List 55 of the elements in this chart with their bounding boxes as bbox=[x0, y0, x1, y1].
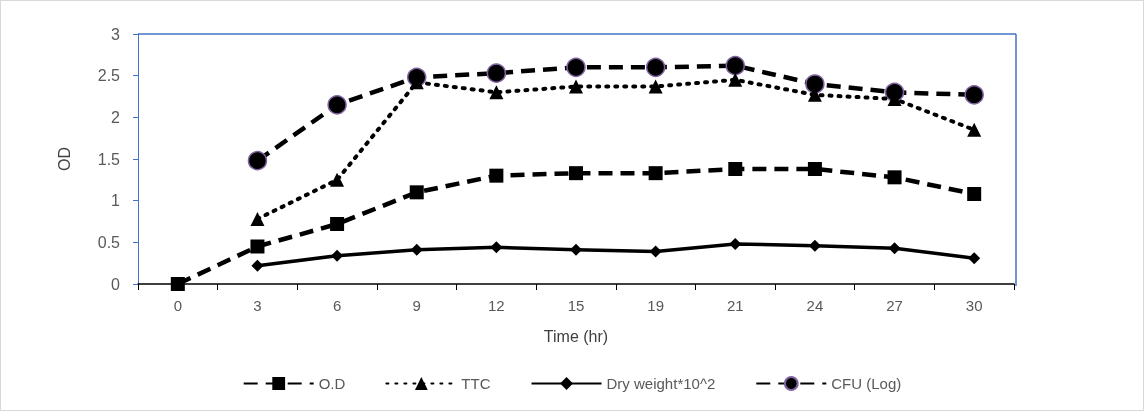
point bbox=[170, 277, 185, 291]
point bbox=[251, 259, 264, 272]
x-tick-label: 19 bbox=[647, 297, 664, 314]
x-tick-label: 30 bbox=[965, 297, 983, 314]
legend-label: Dry weight*10^2 bbox=[606, 375, 716, 392]
point bbox=[728, 72, 743, 87]
point bbox=[566, 57, 586, 78]
point bbox=[569, 79, 583, 94]
y-tick-label: 2.5 bbox=[97, 67, 121, 85]
y-tick-label: 1 bbox=[111, 192, 121, 210]
point bbox=[648, 79, 663, 94]
point bbox=[330, 217, 345, 231]
y-tick-label: 2 bbox=[111, 108, 121, 126]
x-tick-label: 3 bbox=[253, 297, 262, 314]
y-tick-label: 1.5 bbox=[97, 150, 121, 168]
point bbox=[648, 166, 663, 181]
point bbox=[330, 172, 345, 187]
point bbox=[805, 74, 825, 94]
point bbox=[964, 85, 984, 105]
x-tick-label: 21 bbox=[726, 297, 744, 314]
point bbox=[409, 185, 424, 200]
legend-label: O.D bbox=[318, 375, 346, 392]
y-tick-label: 0 bbox=[111, 275, 121, 293]
point bbox=[888, 242, 901, 255]
x-tick-label: 27 bbox=[886, 297, 903, 314]
x-tick-label: 12 bbox=[488, 297, 505, 314]
y-tick-label: 3 bbox=[111, 25, 121, 43]
x-tick-label: 0 bbox=[173, 297, 182, 314]
point bbox=[569, 166, 583, 181]
point bbox=[410, 243, 423, 256]
point bbox=[250, 212, 265, 226]
x-tick-label: 24 bbox=[806, 297, 824, 314]
legend-label: CFU (Log) bbox=[831, 375, 902, 392]
point bbox=[968, 252, 981, 265]
point bbox=[807, 162, 822, 176]
point bbox=[327, 95, 347, 115]
legend-label: TTC bbox=[461, 375, 491, 392]
point bbox=[489, 85, 504, 100]
point bbox=[247, 150, 268, 171]
point bbox=[489, 168, 504, 183]
point bbox=[486, 63, 507, 83]
point bbox=[645, 57, 666, 78]
point bbox=[250, 239, 265, 254]
point bbox=[967, 122, 982, 137]
y-axis-title: OD bbox=[55, 147, 73, 171]
point bbox=[570, 243, 582, 256]
x-axis-title: Time (hr) bbox=[543, 327, 609, 345]
y-tick-label: 0.5 bbox=[97, 233, 121, 251]
point bbox=[887, 170, 902, 185]
point bbox=[728, 162, 743, 176]
point bbox=[725, 55, 746, 76]
x-tick-label: 6 bbox=[332, 297, 342, 314]
x-tick-label: 9 bbox=[412, 297, 421, 314]
x-tick-label: 15 bbox=[567, 297, 585, 314]
point bbox=[967, 187, 982, 201]
